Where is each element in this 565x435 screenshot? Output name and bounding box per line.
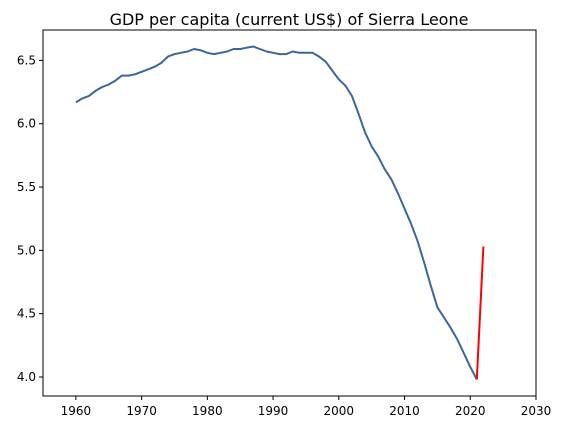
y-tick-label: 4.0 bbox=[17, 370, 36, 384]
plot-lines bbox=[75, 45, 485, 380]
series-line-1 bbox=[75, 45, 478, 380]
series-line-2 bbox=[475, 246, 485, 380]
x-tick-label: 2020 bbox=[455, 404, 486, 418]
y-tick-label: 5.0 bbox=[17, 243, 36, 257]
x-axis: 1960 1970 1980 1990 2000 2010 2020 2030 bbox=[61, 396, 552, 418]
plot-frame bbox=[42, 29, 537, 397]
y-tick-label: 5.5 bbox=[17, 180, 36, 194]
x-tick-label: 2000 bbox=[324, 404, 355, 418]
x-tick-label: 1960 bbox=[61, 404, 92, 418]
y-axis: 4.0 4.5 5.0 5.5 6.0 6.5 bbox=[17, 53, 43, 384]
x-tick-label: 2010 bbox=[389, 404, 420, 418]
x-tick-label: 1990 bbox=[258, 404, 289, 418]
y-tick-label: 4.5 bbox=[17, 307, 36, 321]
x-tick-label: 1970 bbox=[126, 404, 157, 418]
chart-title: GDP per capita (current US$) of Sierra L… bbox=[110, 10, 469, 29]
x-tick-label: 1980 bbox=[192, 404, 223, 418]
x-tick-label: 2030 bbox=[521, 404, 552, 418]
y-tick-label: 6.5 bbox=[17, 53, 36, 67]
y-tick-label: 6.0 bbox=[17, 117, 36, 131]
